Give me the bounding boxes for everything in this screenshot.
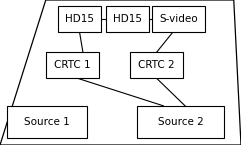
Text: HD15: HD15 bbox=[65, 14, 94, 24]
Bar bbox=[152, 6, 205, 32]
Text: S-video: S-video bbox=[159, 14, 198, 24]
Bar bbox=[46, 52, 99, 78]
Bar bbox=[130, 52, 183, 78]
Bar bbox=[106, 6, 149, 32]
Bar bbox=[137, 106, 224, 138]
Text: Source 2: Source 2 bbox=[158, 117, 204, 127]
Text: HD15: HD15 bbox=[113, 14, 142, 24]
Text: CRTC 2: CRTC 2 bbox=[138, 60, 175, 70]
Bar bbox=[58, 6, 101, 32]
Text: Source 1: Source 1 bbox=[24, 117, 70, 127]
Text: CRTC 1: CRTC 1 bbox=[54, 60, 91, 70]
Bar bbox=[7, 106, 87, 138]
